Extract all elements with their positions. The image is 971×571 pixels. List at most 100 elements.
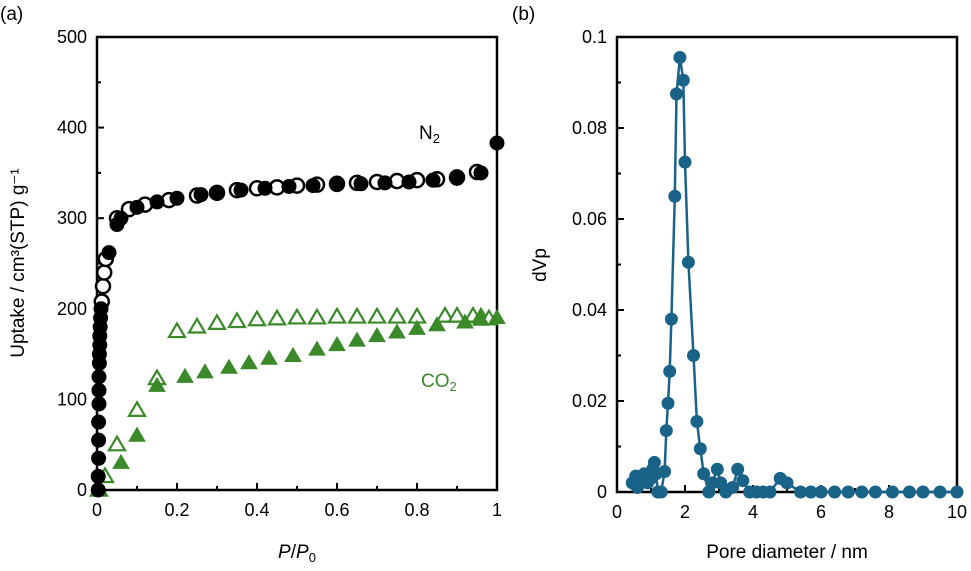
co2-desorption-point [347, 306, 367, 324]
n2-adsorption-point [425, 172, 441, 188]
chart-b-y-tick-label: 0.08 [572, 118, 607, 138]
n2-adsorption-point [233, 182, 249, 198]
psd-point [950, 485, 964, 499]
psd-point [726, 480, 740, 494]
psd-point [933, 485, 947, 499]
n2-desorption-point [94, 277, 112, 295]
psd-point [794, 485, 808, 499]
psd-point [697, 467, 711, 481]
psd-point [681, 255, 695, 269]
co2-adsorption-point [368, 326, 386, 343]
psd-point [670, 87, 683, 101]
n2-adsorption-point [91, 369, 107, 385]
n2-adsorption-point [473, 165, 489, 181]
n2-adsorption-point [257, 180, 273, 196]
chart-a-ylabel: Uptake / cm³(STP) g⁻¹ [8, 168, 29, 358]
n2-adsorption-point [401, 174, 417, 190]
panel-a-label: (a) [0, 4, 23, 25]
chart-a-y-tick-label: 200 [57, 299, 87, 319]
n2-adsorption-point [329, 177, 345, 193]
psd-point [676, 73, 690, 87]
n2-adsorption-point [209, 185, 225, 201]
psd-point [916, 485, 930, 499]
chart-b-x-tick-label: 2 [680, 502, 690, 522]
co2-adsorption-point [220, 358, 238, 374]
co2-desorption-point [267, 308, 287, 326]
chart-b-xlabel: Pore diameter / nm [706, 542, 868, 563]
co2-adsorption-point [408, 319, 426, 335]
co2-adsorption-point [428, 316, 446, 332]
co2-desorption-point [107, 434, 127, 452]
chart-b: 0 2 4 6 8 10 0 0.02 0.04 0.06 0.08 0.1 [572, 27, 967, 522]
psd-point [828, 485, 842, 499]
psd-point [661, 396, 675, 410]
chart-b-y-tick-label: 0.1 [582, 27, 607, 47]
chart-a-x-tick-label: 1 [492, 500, 502, 520]
chart-b-plot-frame [615, 35, 959, 494]
psd-point [678, 155, 692, 169]
n2-adsorption-point [353, 176, 369, 192]
co2-annotation: CO2 [421, 371, 457, 394]
psd-point [902, 485, 916, 499]
psd-point [731, 462, 745, 476]
chart-b-y-tick-label: 0.02 [572, 391, 607, 411]
co2-adsorption-point [260, 349, 278, 365]
co2-adsorption-point [148, 376, 166, 392]
n2-adsorption-point [129, 199, 145, 215]
co2-adsorption-point [240, 354, 258, 370]
psd-point [668, 189, 682, 203]
co2-adsorption-point [128, 426, 146, 442]
psd-point [654, 485, 668, 499]
chart-a-y-tick-label: 400 [57, 118, 87, 138]
co2-adsorption-point [328, 336, 346, 352]
psd-point [663, 364, 677, 378]
co2-adsorption-point [176, 367, 194, 383]
co2-desorption-point [167, 321, 187, 339]
psd-line [631, 57, 957, 497]
n2-adsorption-point [90, 482, 106, 498]
chart-b-ylabel: dVp [530, 248, 551, 282]
psd-point [736, 474, 750, 488]
psd-point [855, 485, 869, 499]
chart-b-x-tick-label: 8 [884, 502, 894, 522]
psd-point [804, 485, 818, 499]
co2-desorption-point [127, 400, 147, 417]
n2-adsorption-point [91, 396, 107, 412]
co2-adsorption-point [388, 323, 406, 339]
n2-adsorption-point [305, 178, 321, 194]
co2-adsorption-point [196, 363, 214, 379]
co2-adsorption-point [348, 331, 366, 347]
n2-adsorption-point [93, 301, 109, 317]
psd-point [814, 485, 828, 499]
psd-point [780, 476, 794, 490]
psd-point [647, 455, 661, 469]
n2-adsorption-point [91, 382, 107, 398]
n2-adsorption-point [113, 210, 129, 226]
n2-adsorption-point [489, 135, 505, 151]
psd-point [693, 442, 707, 456]
psd-point [690, 414, 704, 428]
chart-a-y-tick-label: 0 [77, 480, 87, 500]
n2-adsorption-point [281, 178, 297, 194]
co2-desorption-point [207, 313, 227, 330]
chart-a: 0 0.2 0.4 0.6 0.8 1 0 100 200 300 400 500 [57, 27, 506, 520]
n2-desorption-point [95, 264, 113, 281]
co2-desorption-point [387, 306, 407, 324]
psd-point [658, 465, 672, 479]
psd-point [659, 424, 673, 438]
n2-adsorption-point [449, 170, 465, 186]
panel-b-label: (b) [512, 4, 535, 25]
n2-adsorption-point [91, 432, 107, 448]
n2-adsorption-point [91, 414, 107, 430]
co2-adsorption-point [456, 313, 474, 329]
n2-adsorption-point [377, 175, 393, 191]
chart-b-x-tick-label: 6 [816, 502, 826, 522]
psd-point [710, 462, 724, 476]
psd-point [664, 312, 678, 326]
co2-adsorption-point [308, 340, 326, 356]
co2-desorption-point [435, 305, 455, 323]
chart-b-y-tick-label: 0.06 [572, 209, 607, 229]
chart-b-x-tick-label: 4 [748, 502, 758, 522]
co2-desorption-point [307, 307, 327, 325]
